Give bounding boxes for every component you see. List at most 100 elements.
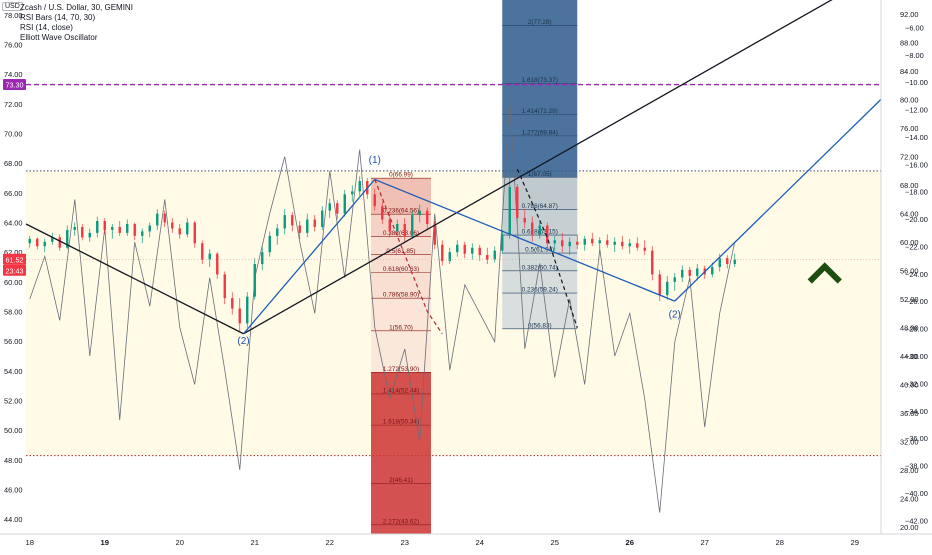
wave-line	[374, 178, 675, 302]
fib-blue-zone	[502, 25, 578, 84]
candle-body	[298, 225, 301, 233]
legend-indicator-rsi-bars[interactable]: RSI Bars (14, 70, 30)	[20, 13, 96, 22]
rsi-axis-tick-label: 28.00	[900, 466, 919, 475]
currency-badge[interactable]: USD	[2, 2, 23, 11]
candle-body	[328, 203, 331, 211]
fib-blue-level-label: 0.236(59.24)	[522, 287, 558, 294]
price-tick-label: 68.00	[4, 159, 23, 168]
candle-body	[568, 241, 571, 247]
legend-title: Zcash / U.S. Dollar, 30, GEMINI	[20, 3, 133, 12]
candle-body	[111, 226, 114, 230]
fib-blue-zone	[502, 83, 578, 115]
candle-body	[208, 253, 211, 260]
time-tick-label: 21	[251, 538, 259, 547]
candle-body	[291, 215, 294, 226]
candle-body	[508, 186, 511, 235]
price-badge	[3, 253, 26, 265]
ewo-axis-tick-label: −42.00	[905, 516, 928, 525]
candle-body	[313, 219, 316, 227]
fib-blue-zone	[502, 0, 578, 26]
rsi-axis-tick-label: 56.00	[900, 267, 919, 276]
fib-red-level-label: 1(56.70)	[389, 324, 413, 331]
candle-body	[426, 210, 429, 224]
candle-body	[141, 231, 144, 236]
fib-blue-level-label: 2(77.28)	[528, 19, 552, 26]
candle-body	[58, 237, 61, 248]
candle-body	[628, 243, 631, 247]
candle-body	[606, 240, 609, 245]
fib-blue-level-label: 0.5(61.94)	[525, 247, 554, 254]
candle-body	[441, 244, 444, 262]
ewo-axis-tick-label: −28.00	[905, 325, 928, 334]
fib-red-level-label: 0.236(64.56)	[383, 208, 419, 215]
candle-body	[351, 191, 354, 195]
rsi-line	[29, 99, 736, 513]
price-tick-label: 58.00	[4, 308, 23, 317]
ewo-axis-tick-label: −20.00	[905, 215, 928, 224]
fib-red-level-label: 1.272(53.90)	[383, 366, 419, 373]
fib-red-zone	[371, 214, 431, 237]
legend-indicator-ewo[interactable]: Elliott Wave Oscillator	[20, 33, 98, 42]
candle-body	[688, 269, 691, 276]
candle-body	[231, 298, 234, 309]
time-tick-label: 27	[701, 538, 709, 547]
candle-body	[133, 223, 136, 236]
elliott-waves[interactable]	[25, 0, 882, 335]
candle-body	[283, 215, 286, 229]
candle-body	[66, 229, 69, 248]
ewo-axis-tick-label: −26.00	[905, 297, 928, 306]
price-tick-label: 66.00	[4, 189, 23, 198]
candle-body	[381, 206, 384, 220]
rsi-axis-tick-label: 76.00	[900, 124, 919, 133]
time-tick-label: 28	[776, 538, 784, 547]
fib-red-level-label: 0.786(58.90)	[383, 292, 419, 299]
candle-body	[561, 240, 564, 247]
rsi-layer	[29, 99, 736, 513]
candle-body	[621, 241, 624, 247]
candle-body	[171, 222, 174, 229]
rsi-axis-tick-label: 32.00	[900, 437, 919, 446]
candle-body	[253, 264, 256, 297]
time-tick-label: 24	[476, 538, 484, 547]
candle-body	[696, 268, 699, 276]
ewo-axis-tick-label: −16.00	[905, 160, 928, 169]
ewo-axis-tick-label: −36.00	[905, 434, 928, 443]
candle-body	[613, 241, 616, 245]
rsi-axis-tick-label: 24.00	[900, 494, 919, 503]
candle-body	[178, 228, 181, 235]
candle-body	[396, 223, 399, 232]
fib-red-level-label: 0.5(61.85)	[386, 248, 415, 255]
candle-body	[238, 308, 241, 324]
time-tick-label: 25	[551, 538, 559, 547]
chevron-up-icon	[807, 262, 842, 284]
candle-body	[388, 219, 391, 232]
candle-body	[276, 228, 279, 236]
candle-body	[486, 255, 489, 260]
rsi-axis-tick-label: 60.00	[900, 238, 919, 247]
candle-body	[148, 225, 151, 232]
ewo-axis-tick-label: −14.00	[905, 133, 928, 142]
price-tick-label: 50.00	[4, 426, 23, 435]
fib-blue-level-label: 0.382(60.74)	[522, 264, 558, 271]
candle-body	[433, 223, 436, 245]
candle-body	[553, 240, 556, 244]
rsi-axis-tick-label: 44.00	[900, 352, 919, 361]
wave-line	[243, 0, 833, 335]
price-tick-label: 64.00	[4, 219, 23, 228]
candle-body	[51, 237, 54, 242]
price-tick-label: 60.00	[4, 278, 23, 287]
fib-blue-level-label: 0.786(64.87)	[522, 203, 558, 210]
fibonacci-zones[interactable]: 0(66.99) 0.236(64.56) 0.382(63.06) 0.5(61.8…	[371, 0, 578, 534]
candle-body	[711, 267, 714, 275]
legend-indicator-rsi[interactable]: RSI (14, close)	[20, 23, 73, 32]
rsi-band	[26, 170, 881, 456]
ewo-axis-tick-label: −12.00	[905, 106, 928, 115]
price-badge	[3, 264, 26, 276]
price-badge-label: 61.52	[6, 255, 24, 264]
fib-red-zone	[371, 483, 431, 525]
fib-blue-zone	[502, 235, 578, 254]
candle-body	[516, 186, 519, 219]
candle-body	[73, 226, 76, 230]
